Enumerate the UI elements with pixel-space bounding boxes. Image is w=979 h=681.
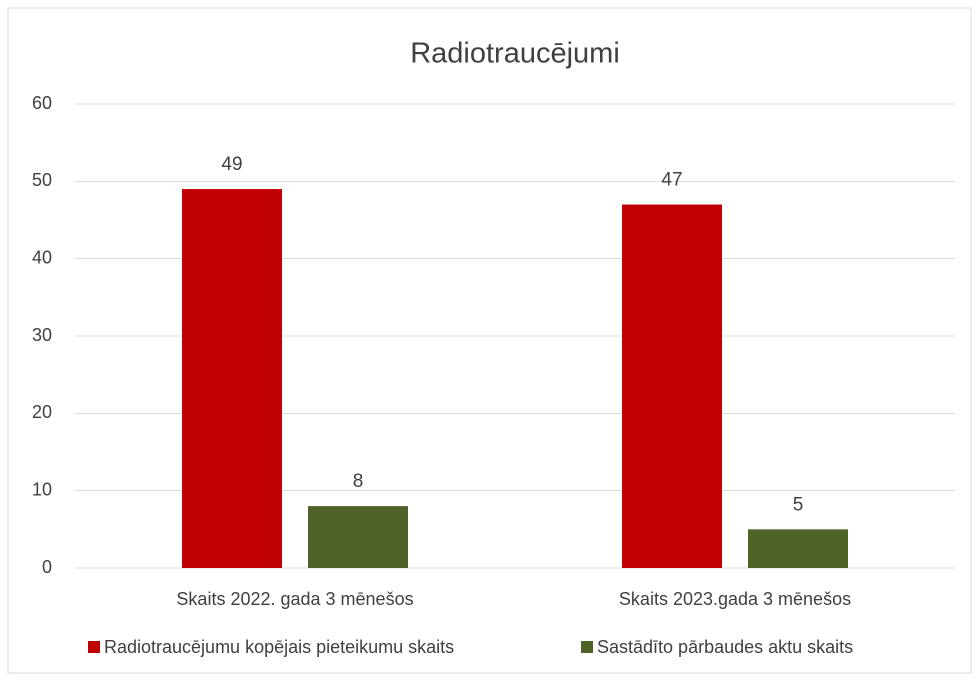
chart-title: Radiotraucējumi <box>410 38 620 70</box>
y-tick-label: 30 <box>32 325 52 345</box>
data-label: 8 <box>353 471 364 492</box>
y-tick-label: 20 <box>32 402 52 422</box>
chart-border <box>7 7 972 674</box>
data-label: 5 <box>793 494 804 515</box>
legend-label: Sastādīto pārbaudes aktu skaits <box>597 637 853 657</box>
legend-swatch <box>88 641 100 653</box>
legend-label: Radiotraucējumu kopējais pieteikumu skai… <box>104 637 454 657</box>
data-label: 47 <box>661 170 682 191</box>
y-tick-label: 40 <box>32 247 52 267</box>
y-tick-label: 10 <box>32 479 52 499</box>
bar <box>622 204 722 569</box>
legend-swatch <box>581 641 593 653</box>
y-tick-label: 50 <box>32 170 52 190</box>
y-tick-label: 0 <box>42 557 52 577</box>
data-label: 49 <box>221 154 242 175</box>
y-tick-label: 60 <box>32 93 52 113</box>
bar <box>748 529 848 568</box>
bar <box>308 506 408 568</box>
bar <box>182 189 282 569</box>
x-tick-label: Skaits 2022. gada 3 mēnešos <box>176 589 413 609</box>
x-tick-label: Skaits 2023.gada 3 mēnešos <box>619 589 851 609</box>
